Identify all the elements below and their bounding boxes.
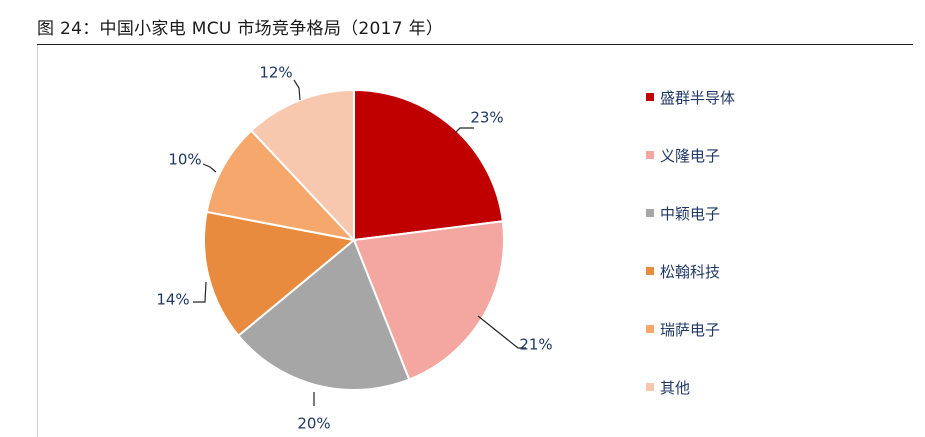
legend-swatch [646,151,654,159]
legend-label: 其他 [660,379,691,397]
legend-item: 义隆电子 [646,145,735,203]
leader-line [202,163,217,173]
legend-label: 瑞萨电子 [660,321,721,339]
leader-line [477,315,526,349]
pie-leader-lines [193,79,526,406]
slice-value-label: 10% [168,151,201,169]
leader-line [454,127,474,134]
legend-item: 瑞萨电子 [646,319,735,377]
slice-value-label: 20% [297,415,330,433]
legend-swatch [646,267,654,275]
legend-item: 中颖电子 [646,203,735,261]
leader-line [193,281,207,303]
legend-swatch [646,325,654,333]
pie-slice [249,88,355,243]
pie-slice [352,220,505,381]
legend-label: 松翰科技 [660,263,721,281]
slice-value-label: 23% [470,109,503,127]
pie-slices [203,88,505,391]
legend-swatch [646,93,654,101]
slice-value-label: 12% [259,64,292,82]
pie-slice [237,238,411,391]
legend-swatch [646,383,654,391]
title-rule [37,44,913,45]
leader-line [293,79,301,101]
pie-value-labels: 23% 21% 20% 14% 10% 12% [156,64,552,433]
legend-item: 盛群半导体 [646,87,735,145]
pie-slice [205,129,357,242]
pie-slice [203,210,357,338]
slice-value-label: 21% [519,336,552,354]
legend-swatch [646,209,654,217]
legend-item: 松翰科技 [646,261,735,319]
pie-slice [353,88,504,242]
legend-item: 其他 [646,377,735,435]
legend-label: 中颖电子 [660,205,721,223]
slice-value-label: 14% [156,291,189,309]
chart-legend: 盛群半导体义隆电子中颖电子松翰科技瑞萨电子其他 [646,87,735,435]
legend-label: 盛群半导体 [660,89,736,107]
figure-title: 图 24：中国小家电 MCU 市场竞争格局（2017 年） [37,19,444,39]
legend-label: 义隆电子 [660,147,721,165]
frame-left-border [37,45,38,437]
